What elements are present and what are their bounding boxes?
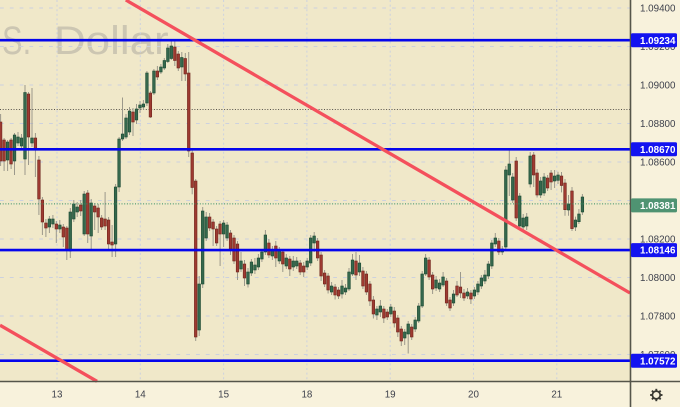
svg-text:1.09400: 1.09400	[640, 4, 676, 15]
svg-text:21: 21	[551, 390, 562, 401]
svg-text:1.07572: 1.07572	[640, 356, 676, 367]
svg-text:13: 13	[52, 390, 63, 401]
svg-text:14: 14	[135, 390, 146, 401]
svg-text:1.07800: 1.07800	[640, 312, 676, 323]
svg-text:1.08000: 1.08000	[640, 273, 676, 284]
svg-text:1.09200: 1.09200	[640, 42, 676, 53]
svg-text:1.09000: 1.09000	[640, 81, 676, 92]
svg-text:1.08381: 1.08381	[640, 201, 676, 212]
svg-text:18: 18	[301, 390, 312, 401]
svg-text:15: 15	[218, 390, 229, 401]
svg-text:1.08200: 1.08200	[640, 235, 676, 246]
svg-text:1.08146: 1.08146	[640, 246, 676, 257]
svg-text:1.09234: 1.09234	[640, 36, 676, 47]
svg-text:1.08800: 1.08800	[640, 119, 676, 130]
svg-text:1.08670: 1.08670	[640, 145, 676, 156]
svg-text:20: 20	[468, 390, 479, 401]
svg-text:1.08600: 1.08600	[640, 158, 676, 169]
svg-text:19: 19	[385, 390, 396, 401]
